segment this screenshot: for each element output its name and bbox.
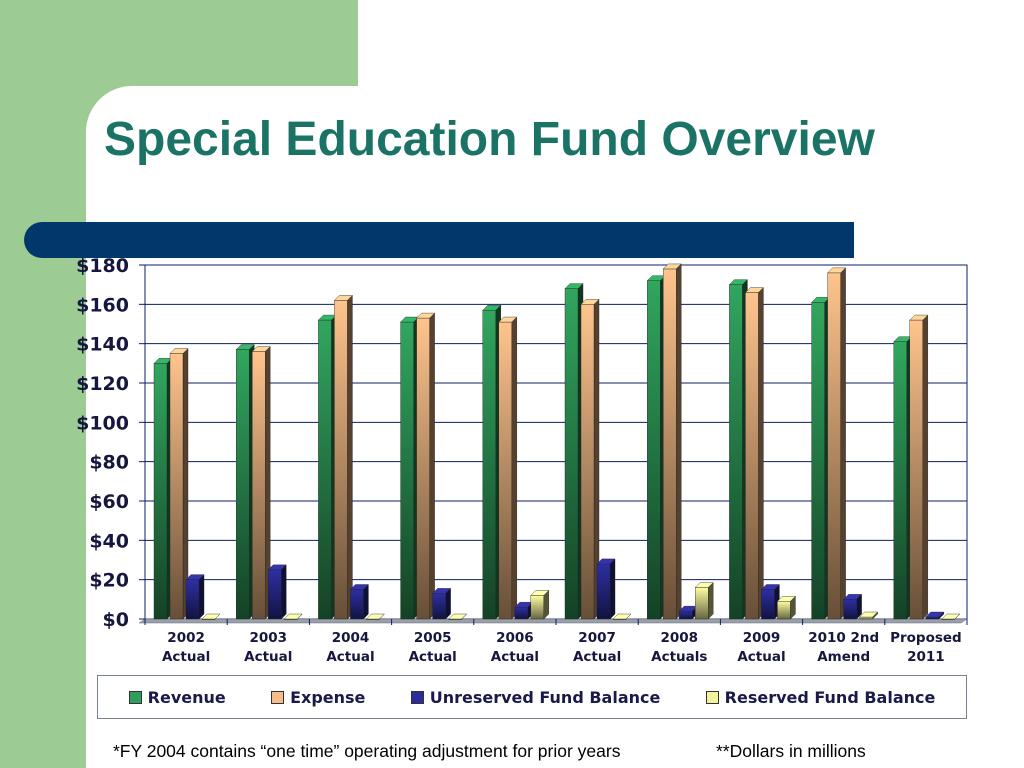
bar-revenue-3 (400, 316, 420, 620)
bar-revenue-8 (811, 296, 831, 620)
x-tick-label: 2003 (250, 630, 288, 646)
bar-expense-9 (909, 314, 929, 620)
title-underline-bar (24, 222, 854, 258)
bar-reserved-fund-balance-1 (283, 613, 303, 620)
legend-item-unreserved: Unreserved Fund Balance (410, 687, 661, 707)
x-tick-label: 2002 (167, 630, 205, 646)
legend-item-reserved: Reserved Fund Balance (705, 687, 936, 707)
y-tick-label: $60 (89, 491, 129, 513)
bar-revenue-9 (893, 336, 913, 620)
bar-expense-1 (251, 346, 271, 620)
x-tick-label: 2008 (661, 630, 699, 646)
bar-revenue-4 (482, 304, 502, 620)
bar-unreserved-fund-balance-3 (432, 587, 452, 620)
legend-label-revenue: Revenue (147, 687, 226, 707)
y-tick-label: $40 (89, 530, 129, 552)
y-tick-label: $180 (76, 255, 129, 277)
chart-floor (138, 618, 968, 624)
legend-label-reserved: Reserved Fund Balance (724, 687, 936, 707)
x-tick-label: 2007 (578, 630, 616, 646)
x-tick-label: 2009 (743, 630, 781, 646)
bar-expense-7 (744, 287, 764, 620)
bar-reserved-fund-balance-7 (776, 595, 796, 620)
bar-unreserved-fund-balance-9 (925, 611, 945, 620)
y-tick-label: $80 (89, 452, 129, 474)
legend-swatch-unreserved (410, 690, 424, 704)
bar-revenue-6 (646, 275, 666, 620)
bar-reserved-fund-balance-5 (612, 613, 632, 620)
y-tick-label: $140 (76, 334, 129, 356)
bar-expense-4 (498, 316, 518, 620)
bar-unreserved-fund-balance-2 (349, 584, 369, 620)
legend-swatch-revenue (128, 690, 142, 704)
x-tick-label: Actuals (651, 649, 707, 665)
bar-reserved-fund-balance-0 (201, 613, 221, 620)
bar-reserved-fund-balance-3 (448, 613, 468, 620)
y-tick-label: $100 (76, 412, 129, 434)
bar-reserved-fund-balance-6 (694, 582, 714, 620)
footnote-one-time-adjustment: *FY 2004 contains “one time” operating a… (113, 741, 621, 761)
chart-legend: Revenue Expense Unreserved Fund Balance … (97, 675, 967, 719)
bar-expense-2 (333, 294, 353, 620)
x-tick-label: Actual (737, 649, 785, 665)
legend-item-expense: Expense (271, 688, 365, 707)
legend-label-expense: Expense (290, 687, 366, 707)
bar-revenue-0 (153, 357, 173, 620)
y-tick-label: $20 (89, 570, 129, 592)
x-tick-label: Actual (491, 649, 539, 665)
x-tick-label: Amend (817, 649, 870, 665)
legend-label-unreserved: Unreserved Fund Balance (429, 687, 661, 707)
bar-expense-0 (169, 348, 189, 620)
x-tick-label: Actual (162, 649, 210, 665)
x-tick-label: 2006 (496, 630, 534, 646)
legend-swatch-reserved (705, 690, 719, 704)
x-tick-label: 2010 2nd (808, 630, 879, 646)
bar-reserved-fund-balance-4 (530, 589, 550, 620)
x-tick-label: Actual (409, 649, 457, 665)
y-tick-label: $0 (103, 609, 129, 631)
x-tick-label: 2011 (907, 649, 945, 665)
bar-revenue-2 (317, 314, 337, 620)
y-tick-label: $160 (76, 294, 129, 316)
bar-unreserved-fund-balance-4 (514, 601, 534, 620)
legend-swatch-expense (271, 690, 285, 704)
bar-expense-3 (416, 312, 436, 620)
x-tick-label: Actual (573, 649, 621, 665)
bar-unreserved-fund-balance-1 (267, 564, 287, 620)
x-tick-label: 2004 (332, 630, 370, 646)
x-tick-label: 2005 (414, 630, 452, 646)
x-tick-label: Proposed (890, 630, 962, 646)
bar-expense-6 (662, 263, 682, 620)
bar-reserved-fund-balance-9 (941, 613, 961, 620)
legend-item-revenue: Revenue (128, 687, 226, 707)
bar-revenue-5 (564, 283, 584, 620)
bar-revenue-1 (235, 344, 255, 620)
x-tick-label: Actual (244, 649, 292, 665)
footnote-dollars-in-millions: **Dollars in millions (716, 741, 866, 761)
x-tick-label: Actual (326, 649, 374, 665)
bar-revenue-7 (728, 279, 748, 620)
slide-title: Special Education Fund Overview (104, 113, 875, 166)
bar-reserved-fund-balance-8 (859, 611, 879, 620)
y-tick-label: $120 (76, 373, 129, 395)
bar-unreserved-fund-balance-8 (843, 593, 863, 620)
bar-unreserved-fund-balance-0 (185, 574, 205, 620)
bar-reserved-fund-balance-2 (365, 613, 385, 620)
bar-unreserved-fund-balance-7 (760, 584, 780, 620)
bar-expense-8 (827, 267, 847, 620)
bar-expense-5 (580, 298, 600, 620)
bar-unreserved-fund-balance-5 (596, 558, 616, 620)
